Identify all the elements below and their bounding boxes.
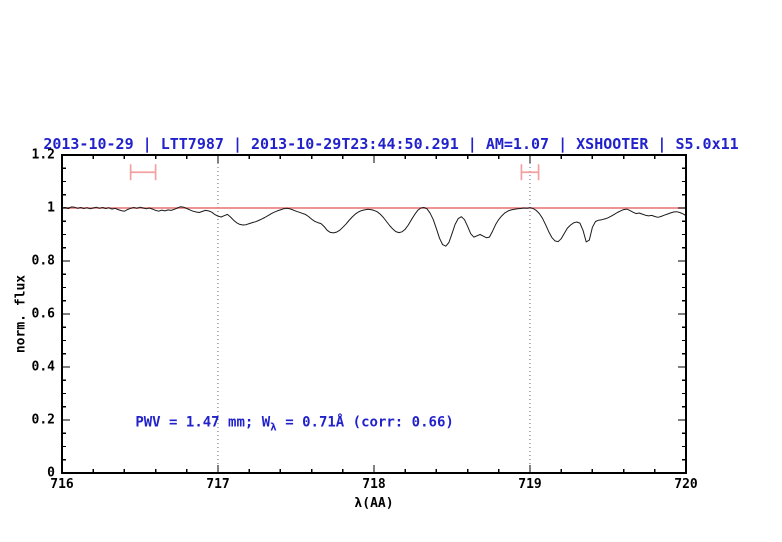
y-tick-label: 0.4 (31, 359, 55, 375)
x-tick-label: 717 (206, 477, 230, 492)
y-tick-label: 1 (47, 200, 55, 216)
lambda-subscript: λ (270, 420, 277, 434)
x-tick-label: 718 (362, 477, 386, 492)
spectrum-line (61, 206, 687, 247)
pwv-annotation-text: PWV = 1.47 mm; W (135, 414, 271, 431)
y-tick-label: 1.2 (31, 147, 55, 163)
plot-title: 2013-10-29 | LTT7987 | 2013-10-29T23:44:… (43, 135, 739, 153)
y-tick-label: 0.8 (31, 253, 55, 269)
x-tick-label: 716 (50, 477, 74, 492)
x-axis-label: λ(AA) (354, 496, 394, 511)
y-tick-label: 0.2 (31, 412, 55, 428)
x-tick-label: 720 (674, 477, 698, 492)
x-tick-label: 719 (518, 477, 542, 492)
pwv-annotation-text-tail: = 0.71Å (corr: 0.66) (276, 414, 454, 431)
y-tick-label: 0.6 (31, 306, 55, 322)
pwv-annotation: PWV = 1.47 mm; Wλ = 0.71Å (corr: 0.66) (135, 415, 454, 434)
y-tick-label: 0 (47, 465, 55, 481)
